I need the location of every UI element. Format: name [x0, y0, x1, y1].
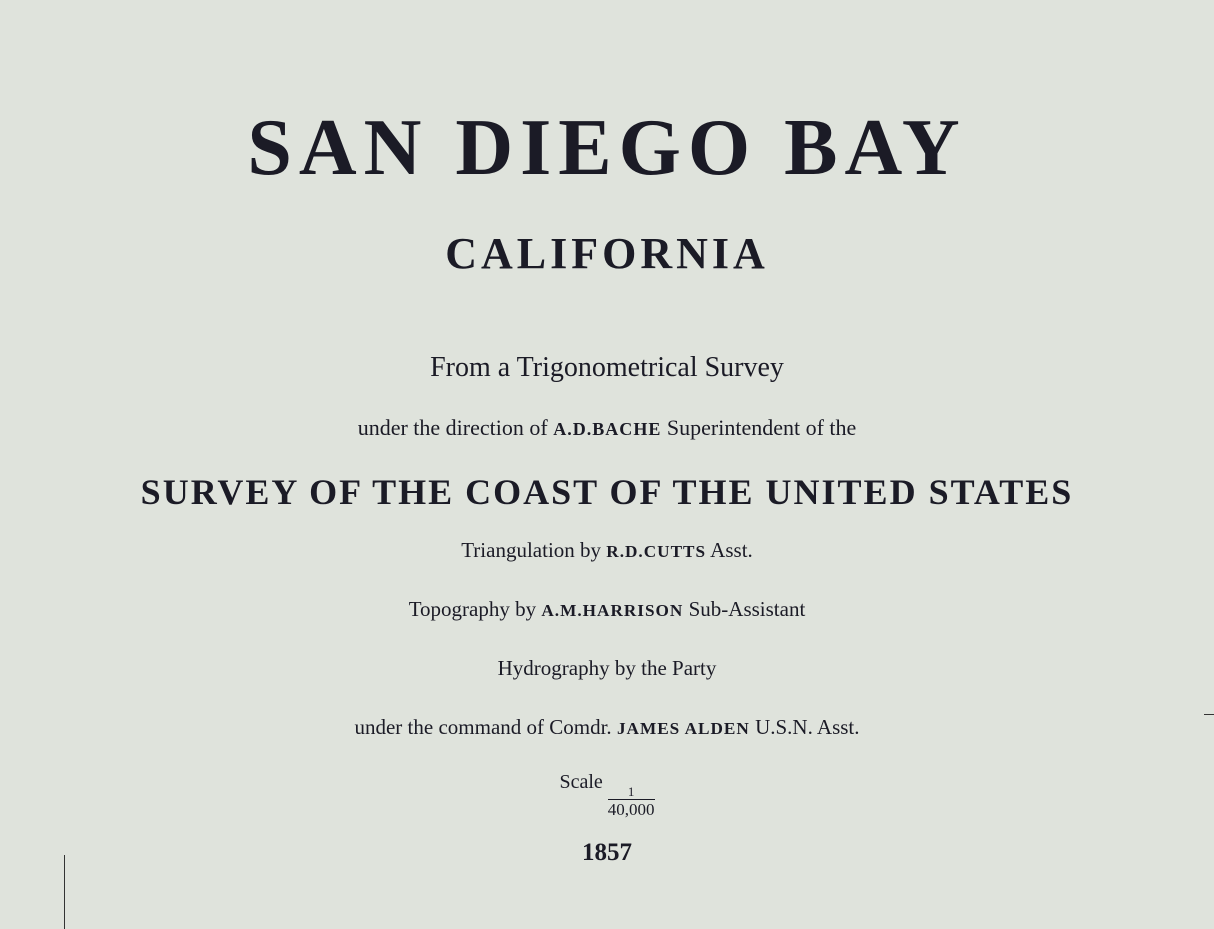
topography-post: Sub-Assistant — [683, 597, 806, 621]
border-tick-right — [1204, 714, 1214, 715]
topography-pre: Topography by — [408, 597, 542, 621]
triangulation-name: R.D.CUTTS — [606, 542, 707, 561]
topography-line: Topography by A.M.HARRISON Sub-Assistant — [0, 599, 1214, 620]
command-line: under the command of Comdr. JAMES ALDEN … — [0, 717, 1214, 738]
survey-heading: SURVEY OF THE COAST OF THE UNITED STATES — [140, 472, 1074, 512]
command-post: U.S.N. Asst. — [749, 715, 860, 739]
topography-name: A.M.HARRISON — [541, 601, 684, 620]
scale-fraction: 1 40,000 — [607, 784, 655, 819]
scale-label: Scale — [559, 771, 608, 793]
triangulation-line: Triangulation by R.D.CUTTS Asst. — [0, 540, 1214, 561]
map-subtitle-state: CALIFORNIA — [445, 229, 769, 278]
border-line-left — [64, 855, 65, 929]
survey-source-line: From a Trigonometrical Survey — [430, 352, 784, 383]
map-title: SAN DIEGO BAY — [247, 104, 967, 192]
direction-pre: under the direction of — [357, 415, 554, 440]
scale-denominator: 40,000 — [607, 799, 655, 819]
survey-year: 1857 — [582, 839, 632, 866]
hydrography-line: Hydrography by the Party — [497, 656, 717, 680]
triangulation-post: Asst. — [706, 538, 753, 562]
commander-name: JAMES ALDEN — [616, 719, 750, 738]
superintendent-name: A.D.BACHE — [553, 419, 662, 439]
scale-line: Scale 1 40,000 — [0, 772, 1214, 818]
command-pre: under the command of Comdr. — [354, 715, 617, 739]
triangulation-pre: Triangulation by — [461, 538, 607, 562]
direction-post: Superintendent of the — [661, 415, 857, 440]
scale-numerator: 1 — [627, 784, 635, 799]
direction-line: under the direction of A.D.BACHE Superin… — [0, 417, 1214, 439]
